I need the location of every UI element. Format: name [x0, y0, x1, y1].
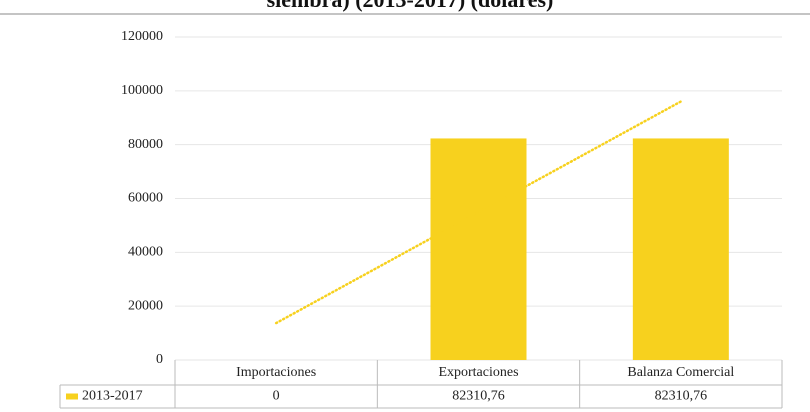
bar [632, 138, 729, 360]
legend-swatch [66, 393, 78, 400]
table-value: 82310,76 [452, 389, 505, 404]
bar [430, 138, 527, 360]
legend-label: 2013-2017 [82, 389, 143, 404]
y-tick-label: 120000 [121, 29, 163, 44]
y-tick-label: 100000 [121, 83, 163, 98]
x-tick-label: Balanza Comercial [627, 365, 734, 380]
y-tick-label: 80000 [128, 137, 163, 152]
trendline [274, 100, 683, 325]
y-tick-label: 20000 [128, 298, 163, 313]
x-tick-label: Importaciones [236, 365, 316, 380]
y-tick-label: 60000 [128, 191, 163, 206]
x-tick-label: Exportaciones [438, 365, 518, 380]
y-tick-label: 40000 [128, 245, 163, 260]
table-value: 82310,76 [655, 389, 708, 404]
chart-title: siembra) (2013-2017) (dolares) [267, 0, 554, 12]
table-value: 0 [273, 389, 280, 404]
y-tick-label: 0 [156, 352, 163, 367]
